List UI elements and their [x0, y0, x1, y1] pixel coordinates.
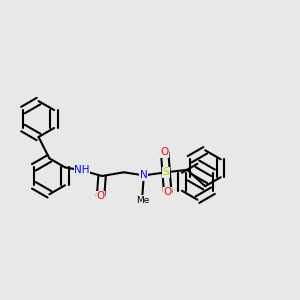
Text: NH: NH [74, 165, 90, 176]
Text: O: O [164, 188, 172, 197]
Text: O: O [96, 191, 105, 201]
Text: O: O [160, 147, 169, 157]
Text: N: N [140, 170, 148, 180]
Text: Me: Me [136, 196, 149, 205]
Text: S: S [163, 167, 169, 177]
